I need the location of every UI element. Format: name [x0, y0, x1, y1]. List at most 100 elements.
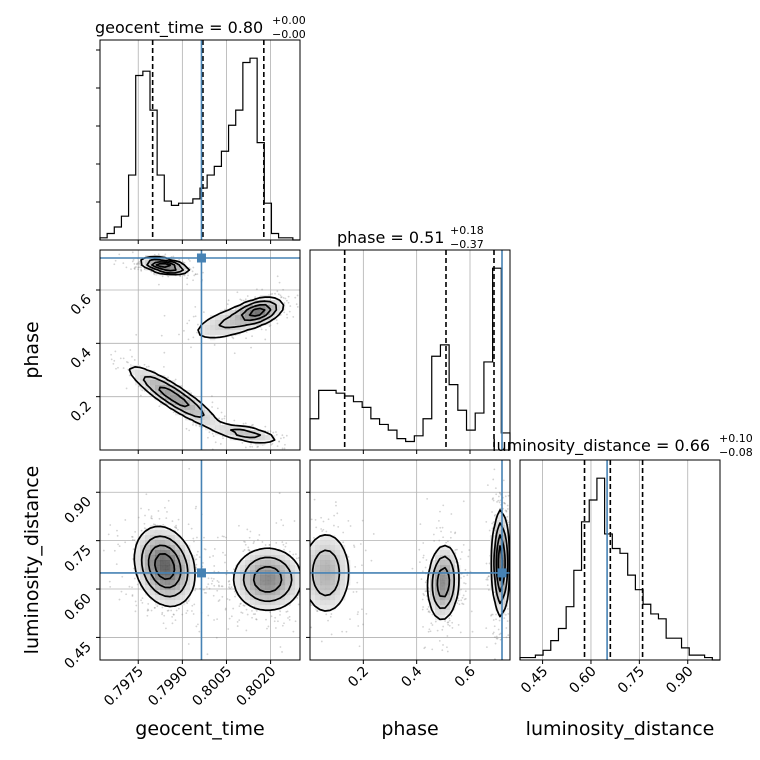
- sample-point: [305, 547, 307, 549]
- density-cell: [145, 380, 151, 386]
- sample-point: [307, 538, 309, 540]
- density-cell: [335, 595, 341, 601]
- sample-point: [108, 580, 111, 583]
- density-cell: [155, 540, 161, 546]
- sample-point: [280, 519, 283, 521]
- density-cell: [180, 540, 186, 546]
- sample-point: [218, 599, 221, 601]
- sample-point: [429, 630, 432, 633]
- sample-point: [265, 328, 267, 331]
- sample-point: [431, 613, 434, 616]
- sample-point: [207, 583, 210, 586]
- density-cell: [160, 600, 166, 606]
- sample-point: [175, 609, 178, 612]
- sample-point: [213, 584, 216, 587]
- hist-luminosity-distance: 0.45 0.60 0.75 0.90: [518, 459, 721, 697]
- density-cell: [165, 590, 171, 596]
- sample-point: [275, 541, 278, 544]
- density-cell: [265, 585, 271, 591]
- sample-point: [430, 675, 432, 677]
- sample-point: [218, 584, 220, 587]
- sample-point: [486, 484, 489, 487]
- sample-point: [238, 619, 241, 622]
- sample-point: [512, 571, 514, 573]
- sample-point: [492, 619, 495, 621]
- density-cell: [495, 555, 501, 561]
- sample-point: [238, 524, 240, 527]
- sample-point: [301, 551, 303, 553]
- sample-point: [491, 613, 494, 616]
- sample-point: [176, 528, 179, 531]
- density-cell: [190, 575, 196, 581]
- density-cell: [295, 565, 300, 571]
- sample-point: [257, 539, 259, 541]
- sample-point: [116, 534, 119, 537]
- sample-point: [249, 530, 252, 533]
- sample-point: [295, 303, 298, 306]
- density-cell: [270, 585, 276, 591]
- sample-point: [278, 440, 281, 443]
- sample-point: [503, 617, 506, 620]
- density-cell: [180, 545, 186, 551]
- sample-point: [513, 541, 515, 543]
- sample-point: [205, 586, 208, 588]
- sample-point: [492, 499, 495, 502]
- density-cell: [315, 580, 321, 586]
- density-cell: [155, 525, 161, 531]
- density-cell: [180, 560, 186, 566]
- sample-point: [282, 288, 285, 291]
- sample-point: [265, 618, 267, 621]
- density-cell: [315, 585, 321, 591]
- sample-point: [428, 610, 430, 613]
- sample-point: [131, 595, 134, 597]
- sample-point: [124, 519, 127, 521]
- density-cell: [450, 585, 456, 591]
- density-cell: [450, 595, 456, 601]
- density-cell: [490, 555, 496, 561]
- density-cell: [260, 585, 266, 591]
- sample-point: [278, 281, 281, 284]
- density-cell: [180, 410, 186, 416]
- density-cell: [330, 560, 336, 566]
- density-cell: [160, 545, 166, 551]
- density-cell: [240, 435, 246, 441]
- density-cell: [330, 555, 336, 561]
- sample-point: [304, 596, 306, 598]
- ylabel-phase: phase: [21, 321, 43, 378]
- sample-point: [304, 567, 306, 569]
- sample-point: [178, 333, 180, 336]
- sample-point: [195, 563, 198, 566]
- sample-point: [307, 298, 309, 300]
- density-cell: [170, 545, 176, 551]
- density-cell: [155, 565, 161, 571]
- density-cell: [255, 575, 261, 581]
- density-cell: [205, 415, 211, 421]
- density-cell: [245, 580, 251, 586]
- density-cell: [235, 325, 241, 331]
- sample-point: [134, 610, 137, 613]
- sample-point: [506, 620, 509, 623]
- sample-point: [245, 331, 248, 333]
- density-cell: [330, 605, 336, 611]
- joint-geocent-time-phase: 0.2 0.4 0.6: [68, 249, 309, 454]
- density-cell: [240, 585, 246, 591]
- density-cell: [330, 585, 336, 591]
- sample-point: [439, 510, 441, 513]
- density-cell: [160, 535, 166, 541]
- density-cell: [205, 330, 211, 336]
- histogram-step: [519, 477, 720, 661]
- sample-point: [228, 583, 231, 586]
- density-cell: [180, 575, 186, 581]
- sample-point: [244, 541, 246, 543]
- sample-point: [432, 533, 435, 536]
- density-cell: [320, 555, 326, 561]
- density-cell: [490, 560, 496, 566]
- sample-point: [116, 529, 118, 532]
- sample-point: [255, 609, 258, 612]
- sample-point: [193, 603, 196, 606]
- sample-point: [282, 543, 285, 546]
- sample-point: [462, 543, 465, 546]
- sample-point: [294, 553, 297, 556]
- density-cell: [145, 530, 151, 536]
